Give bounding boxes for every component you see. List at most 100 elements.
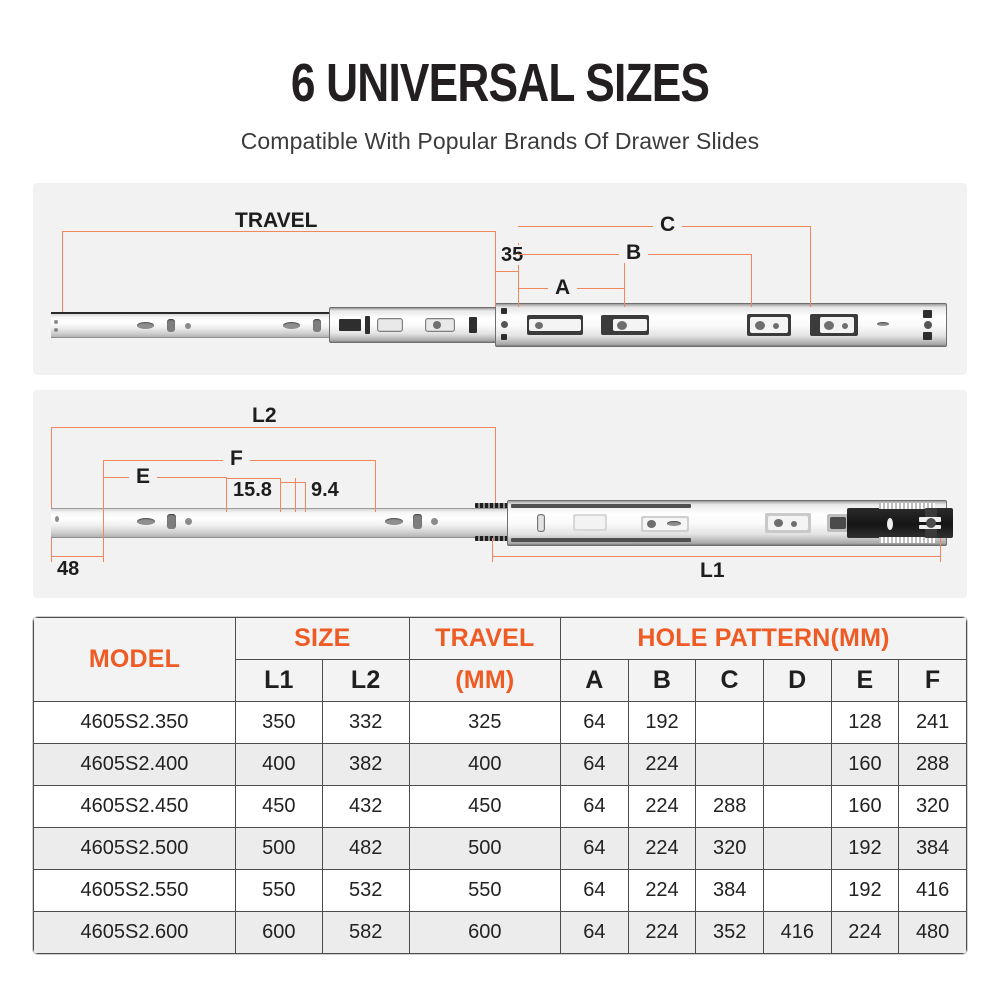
soft-close-mechanism: [847, 508, 953, 538]
dim-line-35: [495, 271, 518, 272]
cell-d: [762, 827, 832, 870]
table-sub-header-row: L1 L2 (MM) A B C D E F: [34, 659, 967, 702]
cell-e: 160: [830, 743, 900, 786]
cell-a: 64: [560, 827, 629, 870]
cell-l2: 432: [321, 785, 410, 828]
dim-label-48: 48: [55, 558, 82, 580]
cell-f: 384: [898, 827, 967, 870]
cell-a: 64: [560, 743, 629, 786]
cell-a: 64: [560, 869, 629, 912]
cell-l2: 332: [321, 701, 410, 744]
dim-tick: [495, 231, 496, 307]
page-subtitle: Compatible With Popular Brands Of Drawer…: [240, 128, 760, 154]
dim-tick: [751, 254, 752, 307]
th-travel: TRAVEL: [408, 617, 562, 660]
cell-c: [695, 701, 764, 744]
cell-c: 384: [695, 869, 764, 912]
cell-model: 4605S2.350: [33, 701, 236, 744]
th-travel-unit: (MM): [408, 659, 562, 702]
dim-line-48: [51, 556, 103, 557]
cell-l1: 450: [234, 785, 323, 828]
cell-l2: 582: [321, 911, 410, 954]
dim-line-l2: [51, 427, 495, 428]
th-size: SIZE: [234, 617, 410, 660]
dim-line-15-8: [226, 478, 280, 479]
cell-b: 224: [627, 911, 697, 954]
dim-tick: [375, 460, 376, 512]
dim-tick: [495, 427, 496, 503]
dim-tick: [810, 226, 811, 307]
table-head: MODEL SIZE TRAVEL HOLE PATTERN(MM) L1 L2…: [33, 617, 967, 702]
dim-label-travel: TRAVEL: [228, 210, 325, 231]
dim-label-15-8: 15.8: [231, 479, 274, 501]
cell-a: 64: [560, 911, 629, 954]
cell-l2: 382: [321, 743, 410, 786]
mounting-keyhole: [527, 315, 583, 335]
th-d: D: [762, 659, 832, 702]
th-l2: L2: [321, 659, 410, 702]
spec-table: MODEL SIZE TRAVEL HOLE PATTERN(MM) L1 L2…: [33, 617, 967, 954]
cell-f: 320: [898, 785, 967, 828]
outer-cabinet-rail-extended: [495, 303, 947, 347]
table-row: 4605S2.400 400 382 400 64 224 160 288: [33, 743, 967, 786]
cell-l2: 532: [321, 869, 410, 912]
cell-e: 128: [830, 701, 900, 744]
cell-travel: 325: [408, 701, 562, 744]
cell-c: 320: [695, 827, 764, 870]
cell-c: [695, 743, 764, 786]
dim-label-l1: L1: [693, 560, 732, 581]
cell-l1: 550: [234, 869, 323, 912]
cell-f: 480: [898, 911, 967, 954]
cell-b: 224: [627, 785, 697, 828]
dim-label-35: 35: [499, 244, 526, 266]
cell-l1: 600: [234, 911, 323, 954]
cell-e: 160: [830, 785, 900, 828]
cell-d: [762, 785, 832, 828]
cell-c: 352: [695, 911, 764, 954]
dim-tick: [103, 512, 104, 562]
dim-tick: [940, 538, 941, 562]
dim-line-travel: [62, 231, 495, 232]
cell-b: 192: [627, 701, 697, 744]
dim-label-f: F: [223, 448, 250, 469]
dim-label-a: A: [548, 277, 578, 298]
page-title: 6 UNIVERSAL SIZES: [290, 53, 710, 113]
cell-l2: 482: [321, 827, 410, 870]
table-body: 4605S2.350 350 332 325 64 192 128 241 4605S2.400…: [33, 701, 967, 954]
intermediate-rail-extended: [329, 307, 499, 343]
cell-d: [762, 701, 832, 744]
cell-model: 4605S2.400: [33, 743, 236, 786]
dim-label-b: B: [619, 242, 649, 263]
cell-e: 192: [830, 869, 900, 912]
closed-slide-diagram: L2 F E 15.8 9.4 48: [33, 390, 967, 598]
closed-slide-panel: L2 F E 15.8 9.4 48: [33, 390, 967, 598]
th-l1: L1: [234, 659, 323, 702]
cell-d: [762, 869, 832, 912]
cell-model: 4605S2.500: [33, 827, 236, 870]
dim-tick: [280, 478, 281, 512]
extended-slide-diagram: TRAVEL 35 A B C: [33, 183, 967, 375]
cell-f: 241: [898, 701, 967, 744]
cell-travel: 450: [408, 785, 562, 828]
th-model: MODEL: [33, 617, 236, 702]
table-row: 4605S2.550 550 532 550 64 224 384 192 416: [33, 869, 967, 912]
dim-tick: [305, 482, 306, 512]
cell-travel: 500: [408, 827, 562, 870]
dim-label-9-4: 9.4: [309, 479, 341, 501]
dim-line-e: [103, 477, 226, 478]
cell-l1: 400: [234, 743, 323, 786]
cell-f: 288: [898, 743, 967, 786]
table-row: 4605S2.500 500 482 500 64 224 320 192 384: [33, 827, 967, 870]
cell-b: 224: [627, 743, 697, 786]
cell-travel: 400: [408, 743, 562, 786]
page-header: 6 UNIVERSAL SIZES Compatible With Popula…: [0, 0, 1000, 155]
cell-model: 4605S2.600: [33, 911, 236, 954]
dim-tick: [226, 477, 227, 512]
dim-label-l2: L2: [245, 405, 284, 426]
dim-tick: [518, 243, 519, 307]
th-a: A: [560, 659, 629, 702]
outer-cabinet-rail-closed: [507, 500, 953, 546]
cell-f: 416: [898, 869, 967, 912]
cell-a: 64: [560, 701, 629, 744]
cell-e: 192: [830, 827, 900, 870]
